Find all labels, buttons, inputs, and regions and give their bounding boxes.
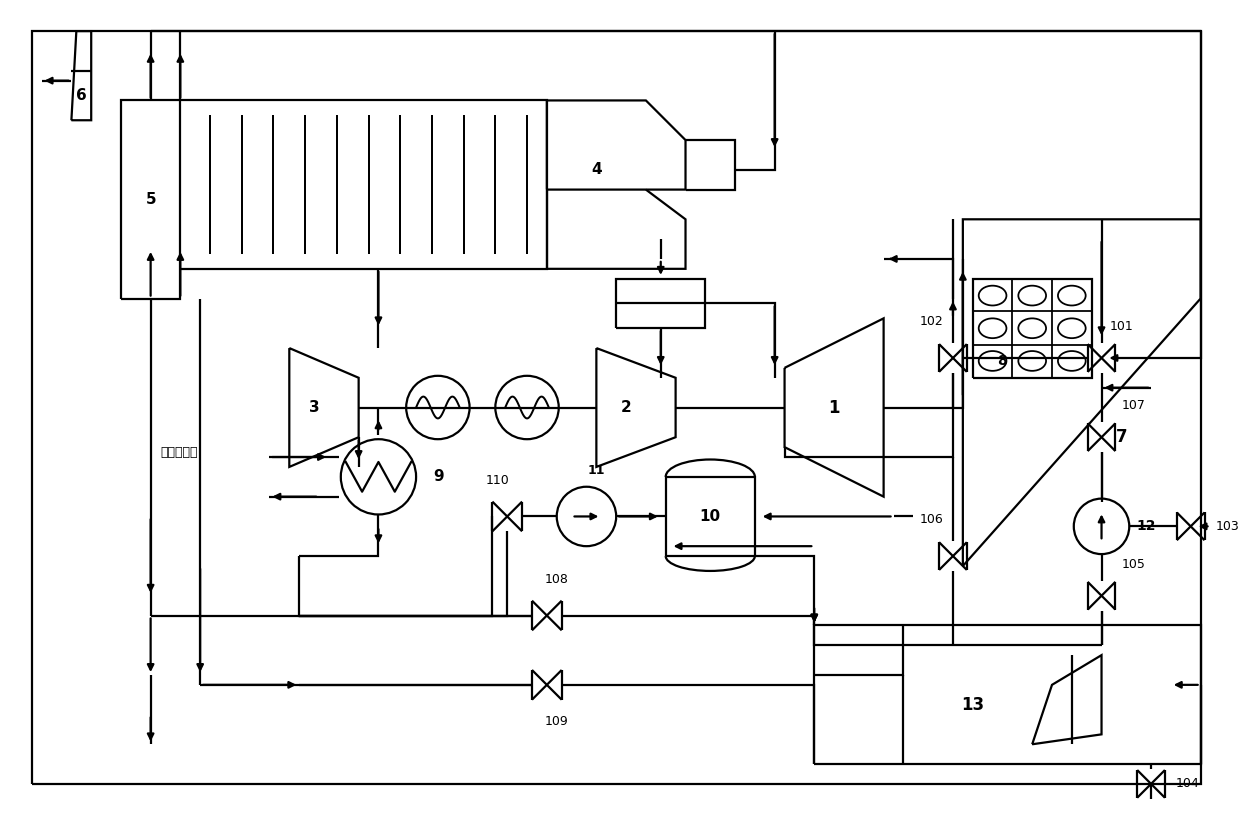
Text: 4: 4 — [591, 162, 602, 178]
Text: 5: 5 — [145, 192, 156, 207]
Text: 106: 106 — [919, 513, 943, 526]
Text: 101: 101 — [1109, 320, 1134, 333]
Text: 6: 6 — [76, 88, 87, 103]
Text: 1: 1 — [829, 399, 840, 416]
Text: 108: 108 — [545, 573, 569, 586]
Text: 109: 109 — [545, 715, 569, 728]
Text: 10: 10 — [700, 509, 721, 524]
Text: 104: 104 — [1176, 778, 1199, 791]
Text: 110: 110 — [486, 474, 509, 487]
Text: 3: 3 — [309, 400, 320, 415]
Text: 7: 7 — [1115, 428, 1127, 447]
Text: 13: 13 — [961, 696, 984, 714]
Text: 9: 9 — [432, 469, 444, 484]
Text: 103: 103 — [1215, 520, 1239, 533]
Text: 102: 102 — [919, 315, 943, 328]
Text: 8: 8 — [997, 354, 1007, 368]
Text: 12: 12 — [1136, 519, 1156, 533]
Text: 2: 2 — [621, 400, 632, 415]
Text: 循环冷却水: 循环冷却水 — [161, 446, 198, 459]
Text: 11: 11 — [587, 464, 605, 477]
Text: 105: 105 — [1121, 558, 1145, 571]
Text: 107: 107 — [1121, 399, 1145, 412]
